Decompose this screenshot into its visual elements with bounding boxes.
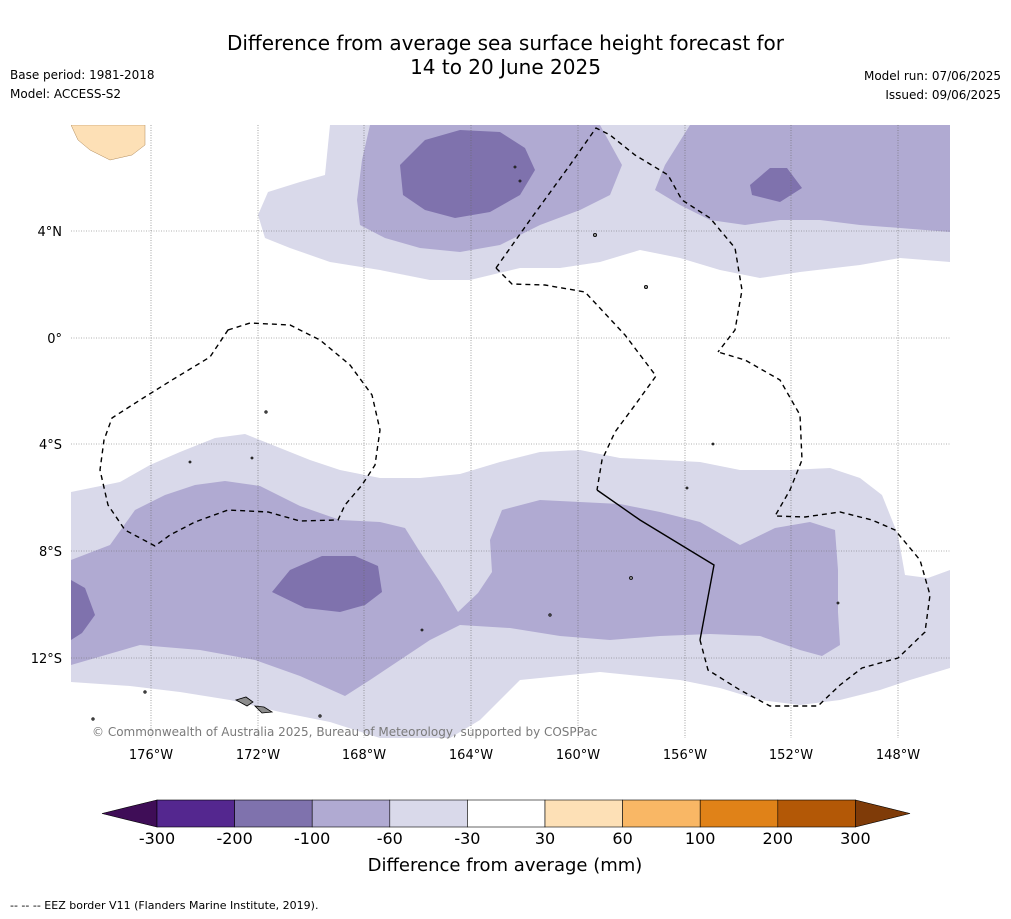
south-core-dark xyxy=(272,556,382,612)
lon-label: 156°W xyxy=(663,748,707,763)
model-name: Model: ACCESS-S2 xyxy=(10,87,122,101)
title-line1: Difference from average sea surface heig… xyxy=(226,31,785,55)
title-line2: 14 to 20 June 2025 xyxy=(410,55,601,79)
colorbar-swatch xyxy=(699,799,779,828)
positive-anomaly-patch xyxy=(71,125,146,161)
lon-label: 148°W xyxy=(876,748,920,763)
colorbar-boxes xyxy=(101,799,911,828)
colorbar-extension-high xyxy=(855,799,911,828)
sea-height-map: © Commonwealth of Australia 2025, Bureau… xyxy=(31,125,950,763)
colorbar-tick-label: 60 xyxy=(612,829,632,848)
eez-borders xyxy=(99,127,931,707)
colorbar-tick-label: 200 xyxy=(763,829,794,848)
lat-label: 8°S xyxy=(39,545,62,560)
colorbar-tick-label: -100 xyxy=(294,829,330,848)
colorbar-tick-label: 100 xyxy=(685,829,716,848)
copyright-text: © Commonwealth of Australia 2025, Bureau… xyxy=(92,725,597,739)
colorbar-tick-label: 30 xyxy=(535,829,555,848)
colorbar-label: Difference from average (mm) xyxy=(368,855,643,876)
lon-label: 172°W xyxy=(236,748,280,763)
base-period: Base period: 1981-2018 xyxy=(10,68,155,82)
colorbar-tick-label: -300 xyxy=(139,829,175,848)
colorbar-tick-label: 300 xyxy=(840,829,871,848)
colorbar-tick-label: -200 xyxy=(216,829,252,848)
north-core-dark-west xyxy=(400,130,535,218)
colorbar-swatch xyxy=(544,799,623,828)
south-west-core-dark xyxy=(71,580,95,640)
eez-footnote: -- -- -- EEZ border V11 (Flanders Marine… xyxy=(10,899,319,912)
lon-label: 164°W xyxy=(449,748,493,763)
north-band-medium-east xyxy=(655,125,950,232)
lon-label: 160°W xyxy=(556,748,600,763)
lat-label: 4°S xyxy=(39,438,62,453)
colorbar-tick-labels: -300 -200 -100 -60 -30 30 60 100 200 300 xyxy=(139,829,871,848)
lat-label: 4°N xyxy=(38,225,63,240)
colorbar-swatch xyxy=(622,799,701,828)
lon-label: 168°W xyxy=(342,748,386,763)
north-core-dark-east xyxy=(750,168,802,202)
issued-date: Issued: 09/06/2025 xyxy=(885,88,1001,102)
colorbar-swatch xyxy=(777,799,856,828)
lon-labels: 176°W 172°W 168°W 164°W 160°W 156°W 152°… xyxy=(129,748,920,763)
colorbar-tick-label: -30 xyxy=(454,829,480,848)
colorbar-swatch xyxy=(389,799,468,828)
lon-label: 152°W xyxy=(769,748,813,763)
lat-label: 0° xyxy=(47,332,62,347)
colorbar-swatch xyxy=(467,799,546,828)
colorbar-swatch xyxy=(234,799,313,828)
model-run: Model run: 07/06/2025 xyxy=(863,69,1001,83)
colorbar-tick-label: -60 xyxy=(377,829,403,848)
lon-label: 176°W xyxy=(129,748,173,763)
gridlines xyxy=(71,125,950,738)
lat-labels: 4°N 0° 4°S 8°S 12°S xyxy=(31,225,62,667)
colorbar-swatch xyxy=(156,799,235,828)
colorbar-extension-low xyxy=(101,799,158,828)
south-band-medium xyxy=(71,481,840,696)
map-field xyxy=(71,125,950,738)
lat-label: 12°S xyxy=(31,652,62,667)
islands xyxy=(91,165,840,721)
colorbar-swatch xyxy=(311,799,391,828)
